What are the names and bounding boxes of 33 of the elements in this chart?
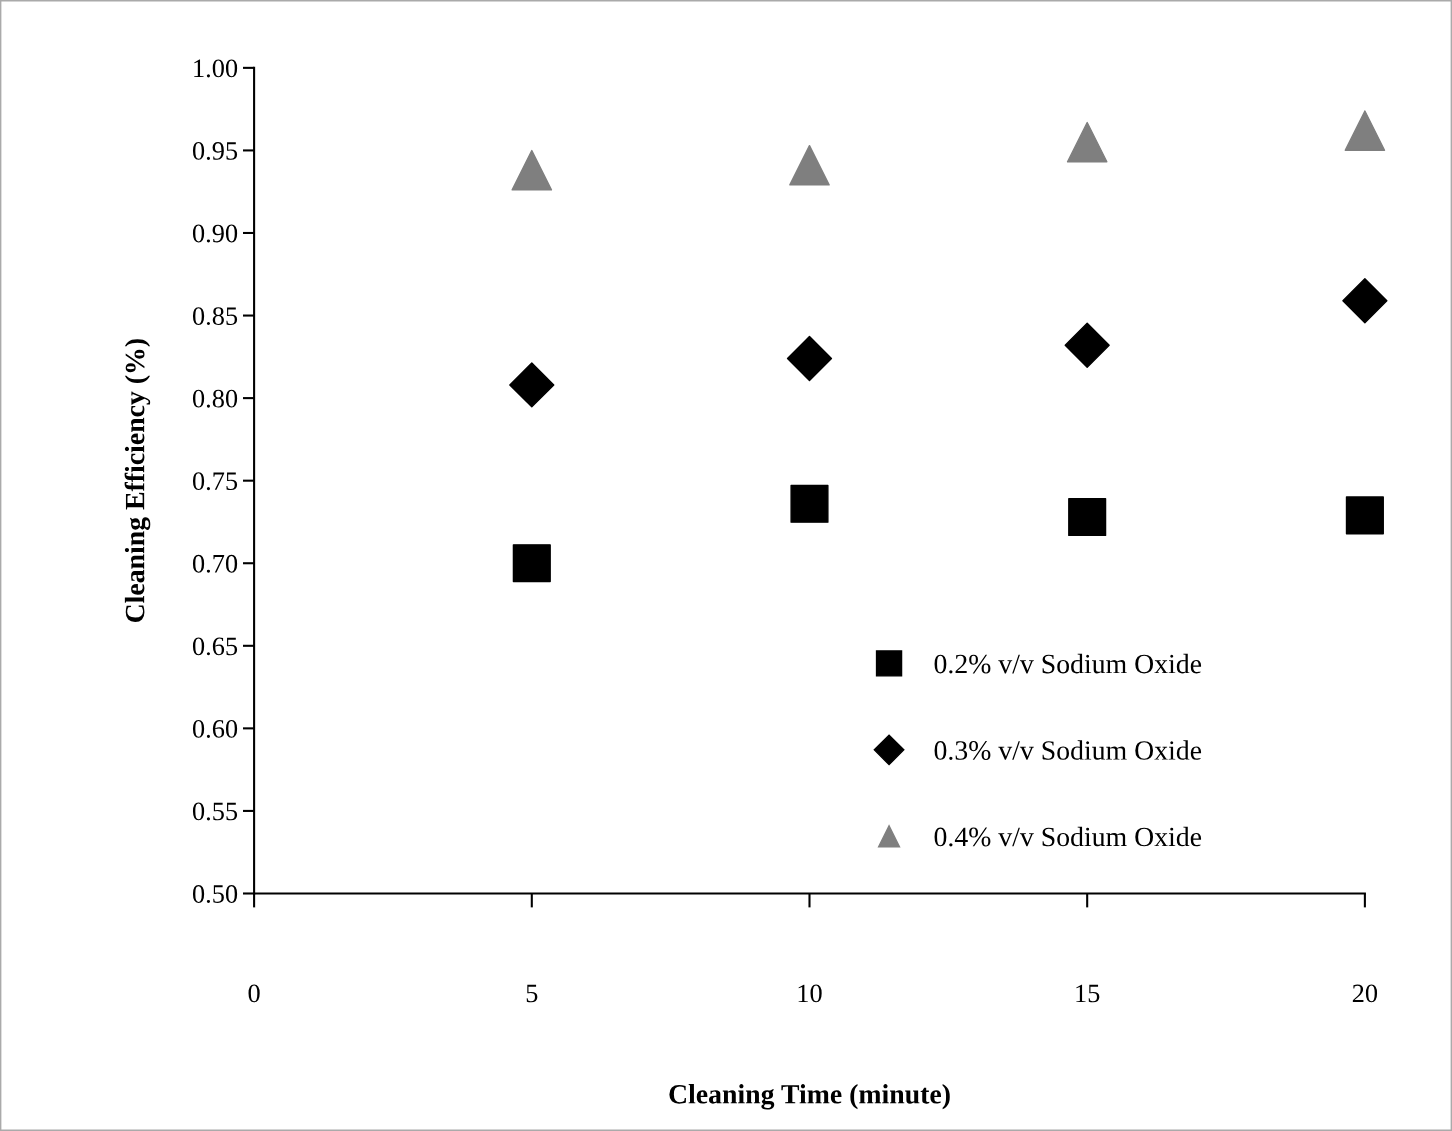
x-tick-label: 20 [1352, 984, 1378, 1003]
legend-label: 0.2% v/v Sodium Oxide [934, 653, 1202, 674]
y-tick-label: 0.70 [192, 554, 238, 573]
point [1344, 110, 1386, 151]
y-tick-label: 0.90 [192, 224, 238, 243]
point [1342, 278, 1388, 324]
x-axis-title: Cleaning Time (minute) [669, 1084, 950, 1110]
point [509, 362, 555, 408]
y-tick-label: 0.85 [192, 307, 238, 326]
y-tick-label: 0.80 [192, 389, 238, 408]
point [790, 484, 829, 523]
x-tick-label: 15 [1076, 984, 1100, 1003]
point [789, 144, 830, 186]
y-tick-label: 0.55 [192, 802, 238, 821]
point [512, 544, 551, 583]
point [511, 149, 553, 191]
legend-label: 0.4% v/v Sodium Oxide [934, 826, 1202, 847]
y-tick-label: 0.50 [192, 885, 238, 904]
point [1068, 497, 1107, 537]
point [1064, 322, 1110, 368]
x-tick-label: 10 [798, 984, 822, 1003]
point [786, 335, 833, 382]
y-axis-title: Cleaning Efficiency (%) [124, 339, 151, 623]
point [1345, 496, 1384, 535]
y-tick-label: 0.60 [192, 719, 238, 738]
y-tick-label: 0.75 [192, 472, 238, 491]
point [1066, 121, 1108, 163]
legend-label: 0.3% v/v Sodium Oxide [934, 740, 1202, 760]
x-tick-label: 5 [526, 984, 538, 1003]
x-tick-label: 0 [248, 984, 260, 1003]
y-tick-label: 0.65 [192, 637, 238, 656]
y-tick-label: 1.00 [194, 59, 238, 78]
y-tick-label: 0.95 [192, 142, 238, 160]
